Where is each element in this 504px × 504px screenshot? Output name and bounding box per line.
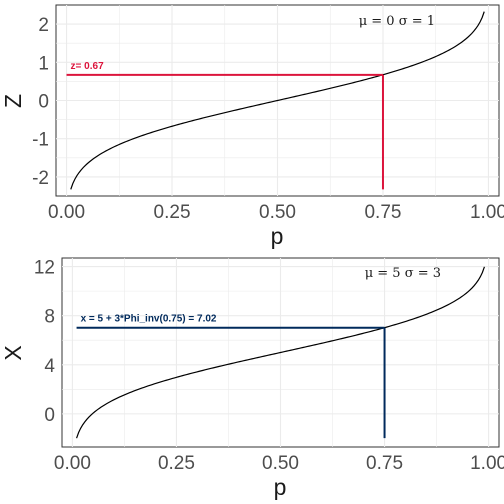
x-tick-label: 0.50 — [262, 453, 299, 474]
x-tick-labels: 0.00 0.25 0.50 0.75 1.00 — [48, 202, 504, 223]
x-tick-label: 1.00 — [470, 202, 504, 223]
y-tick-label: 8 — [44, 307, 55, 328]
params-label: μ = 5 σ = 3 — [365, 266, 441, 281]
x-tick-label: 0.75 — [364, 202, 401, 223]
y-tick-label: -1 — [32, 130, 49, 151]
x-tick-labels: 0.00 0.25 0.50 0.75 1.00 — [54, 453, 504, 474]
y-tick-labels: -2 -1 0 1 2 — [32, 15, 49, 189]
y-tick-label: 4 — [44, 356, 55, 377]
quantile-curve — [70, 11, 485, 190]
y-tick-labels: 0 4 8 12 — [34, 258, 56, 426]
y-tick-label: 1 — [38, 53, 49, 74]
x-axis-title: p — [271, 223, 284, 249]
x-tick-label: 0.25 — [158, 453, 195, 474]
params-label: μ = 0 σ = 1 — [359, 14, 435, 29]
x-tick-label: 0.50 — [259, 202, 296, 223]
marker-label: x = 5 + 3*Phi_inv(0.75) = 7.02 — [81, 314, 217, 325]
x-tick-label: 1.00 — [470, 453, 504, 474]
y-tick-label: 2 — [38, 15, 49, 36]
y-tick-label: 0 — [44, 405, 55, 426]
marker-label: z= 0.67 — [71, 61, 105, 72]
bottom-panel-x: x = 5 + 3*Phi_inv(0.75) = 7.02 μ = 5 σ =… — [0, 257, 504, 500]
x-tick-label: 0.25 — [154, 202, 191, 223]
grid-lines — [62, 258, 499, 447]
y-axis-title: X — [0, 345, 26, 360]
grid-lines — [56, 5, 499, 196]
x-tick-label: 0.00 — [48, 202, 85, 223]
y-axis-title: Z — [0, 94, 26, 108]
x-tick-label: 0.75 — [366, 453, 403, 474]
x-axis-title: p — [274, 474, 287, 500]
y-tick-label: -2 — [32, 168, 49, 189]
y-tick-label: 12 — [34, 258, 55, 279]
y-tick-label: 0 — [38, 92, 49, 113]
quantile-curve — [76, 266, 485, 439]
x-tick-label: 0.00 — [54, 453, 91, 474]
top-panel-z: z= 0.67 μ = 0 σ = 1 0.00 0.25 0.50 0.75 … — [0, 4, 504, 249]
